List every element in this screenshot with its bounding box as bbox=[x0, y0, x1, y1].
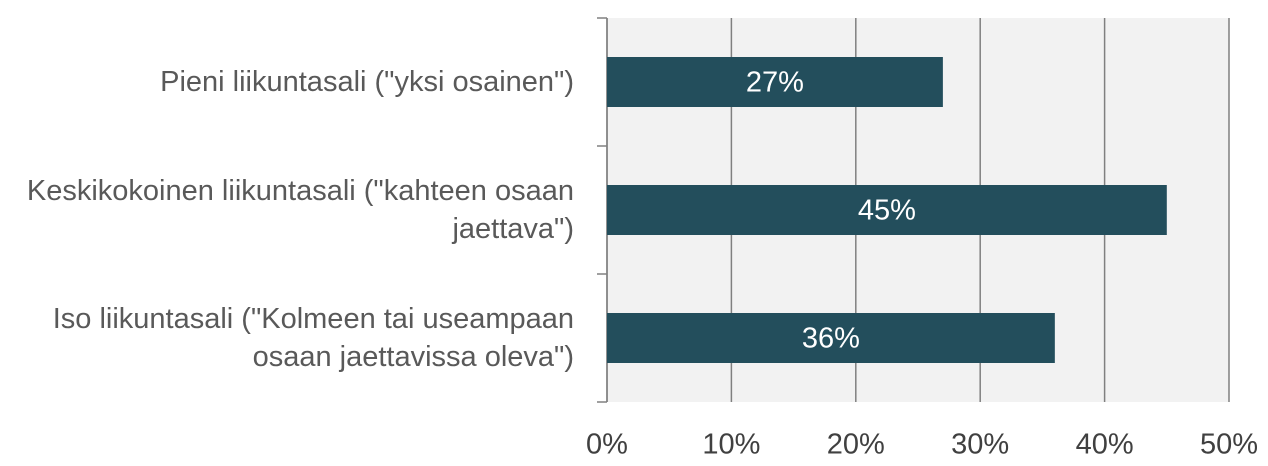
x-tick-label: 10% bbox=[702, 429, 760, 461]
bar bbox=[607, 57, 943, 107]
value-label: 45% bbox=[858, 195, 916, 227]
value-label: 36% bbox=[802, 323, 860, 355]
category-label: Pieni liikuntasali ("yksi osainen") bbox=[160, 66, 574, 98]
category-label: Iso liikuntasali ("Kolmeen tai useampaan… bbox=[52, 303, 574, 373]
value-label: 27% bbox=[746, 67, 804, 99]
x-tick-label: 20% bbox=[827, 429, 885, 461]
bar bbox=[607, 185, 1167, 235]
x-tick-label: 40% bbox=[1076, 429, 1134, 461]
category-label: Keskikokoinen liikuntasali ("kahteen osa… bbox=[26, 175, 574, 245]
bar bbox=[607, 313, 1055, 363]
x-tick-label: 50% bbox=[1200, 429, 1258, 461]
x-tick-label: 30% bbox=[951, 429, 1009, 461]
x-tick-label: 0% bbox=[586, 429, 628, 461]
